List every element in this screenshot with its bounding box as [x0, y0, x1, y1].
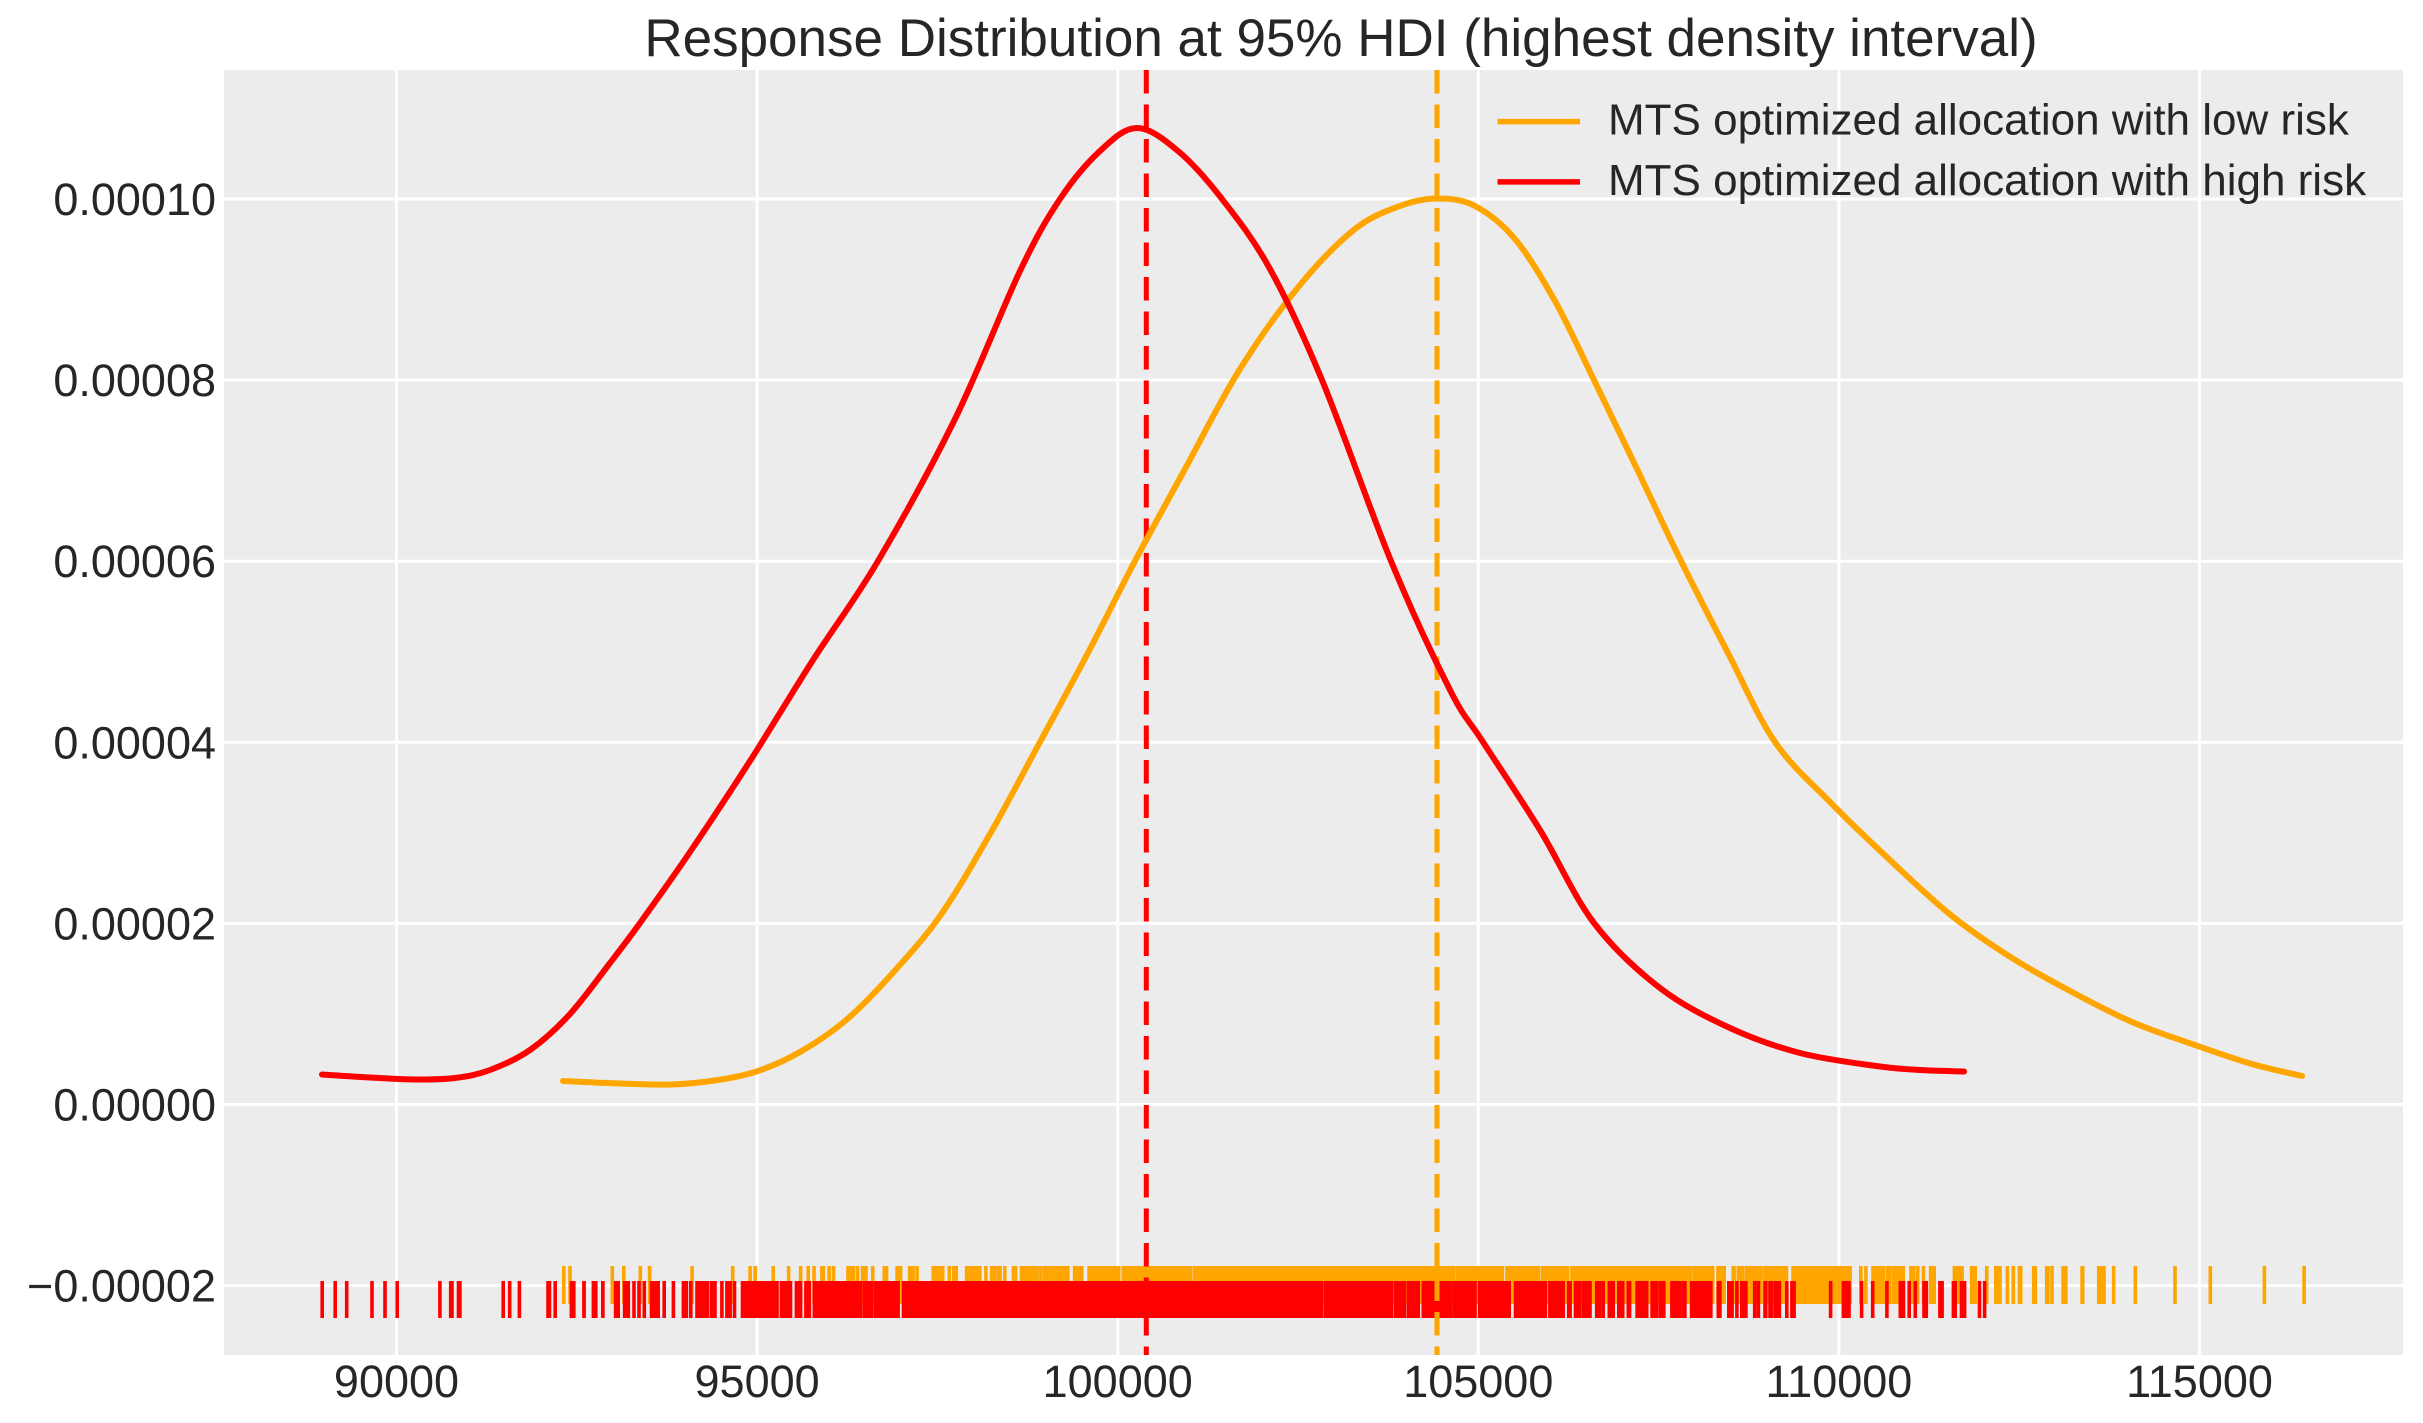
- svg-text:MTS optimized allocation with: MTS optimized allocation with low risk: [1608, 96, 2350, 145]
- svg-text:Response Distribution at 95% H: Response Distribution at 95% HDI (highes…: [644, 9, 2037, 68]
- svg-text:95000: 95000: [695, 1356, 820, 1407]
- svg-text:0.00002: 0.00002: [53, 898, 216, 949]
- svg-text:90000: 90000: [334, 1356, 459, 1407]
- svg-text:0.00010: 0.00010: [53, 174, 216, 225]
- svg-text:100000: 100000: [1043, 1356, 1193, 1407]
- svg-text:115000: 115000: [2126, 1356, 2273, 1407]
- svg-text:−0.00002: −0.00002: [27, 1261, 216, 1312]
- svg-text:0.00008: 0.00008: [53, 355, 216, 406]
- svg-text:105000: 105000: [1403, 1356, 1553, 1407]
- svg-text:MTS optimized allocation with: MTS optimized allocation with high risk: [1608, 156, 2367, 205]
- svg-text:0.00004: 0.00004: [53, 717, 216, 768]
- svg-text:0.00006: 0.00006: [53, 536, 216, 587]
- svg-text:110000: 110000: [1765, 1356, 1912, 1407]
- svg-text:0.00000: 0.00000: [53, 1080, 216, 1131]
